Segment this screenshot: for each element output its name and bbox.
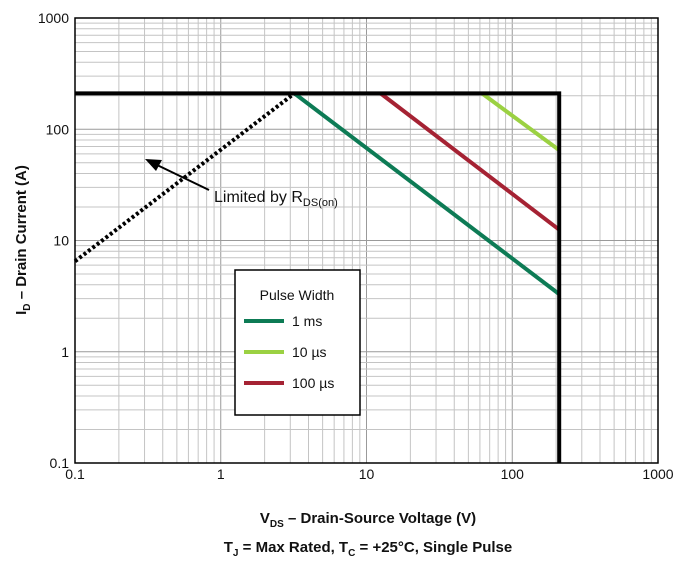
y-axis-title: ID – Drain Current (A) <box>13 165 33 315</box>
series-line <box>293 91 561 296</box>
caption: TJ = Max Rated, TC = +25°C, Single Pulse <box>224 539 513 559</box>
annotation-arrow <box>154 163 210 191</box>
y-tick-label: 0.1 <box>50 455 70 471</box>
svg-text:Limited by RDS(on): Limited by RDS(on) <box>214 189 338 209</box>
x-tick-label: 100 <box>501 466 525 482</box>
x-tick-label: 10 <box>359 466 375 482</box>
x-tick-label: 1000 <box>642 466 673 482</box>
y-tick-label: 10 <box>53 233 69 249</box>
arrow-head-icon <box>145 159 162 171</box>
y-tick-label: 100 <box>46 121 70 137</box>
series-line <box>480 91 561 152</box>
plot-frame <box>74 17 659 464</box>
grid <box>74 18 658 464</box>
x-tick-label: 0.1 <box>65 466 85 482</box>
series-line <box>379 91 561 232</box>
tick-labels: 0.1 1 10 100 1000 0.1 1 10 100 1000 <box>38 10 674 482</box>
legend: Pulse Width 1 ms 10 µs 100 µs <box>234 269 361 416</box>
svg-text:TJ = Max Rated, TC = +25°C, Si: TJ = Max Rated, TC = +25°C, Single Pulse <box>224 539 513 559</box>
legend-label: 100 µs <box>292 375 334 391</box>
y-tick-label: 1 <box>61 344 69 360</box>
x-tick-label: 1 <box>217 466 225 482</box>
svg-text:VDS – Drain-Source Voltage (V): VDS – Drain-Source Voltage (V) <box>260 510 476 530</box>
soa-boundary-line <box>75 91 562 463</box>
legend-label: 10 µs <box>292 344 327 360</box>
legend-box <box>234 269 361 416</box>
legend-label: 1 ms <box>292 313 322 329</box>
y-tick-label: 1000 <box>38 10 69 26</box>
svg-text:ID – Drain Current (A): ID – Drain Current (A) <box>13 165 33 315</box>
legend-items: 1 ms 10 µs 100 µs <box>244 313 334 391</box>
rds-annotation: Limited by RDS(on) <box>145 159 338 209</box>
legend-title: Pulse Width <box>260 287 335 303</box>
x-axis-title: VDS – Drain-Source Voltage (V) <box>260 510 476 530</box>
